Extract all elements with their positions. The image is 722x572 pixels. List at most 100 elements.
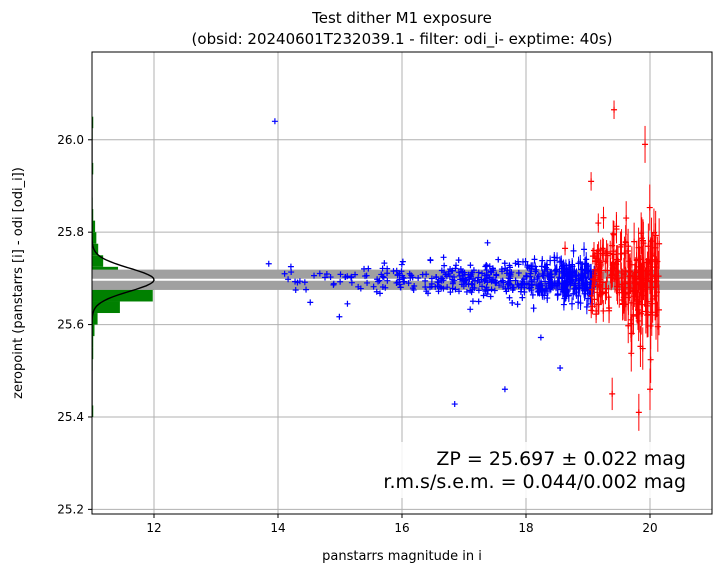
- data-point: [422, 277, 429, 284]
- data-point: [355, 283, 362, 290]
- data-point: [588, 292, 595, 299]
- data-point: [399, 272, 406, 279]
- data-point: [652, 232, 659, 239]
- data-point: [483, 262, 490, 269]
- data-point: [379, 265, 386, 272]
- data-point: [622, 284, 629, 291]
- data-point: [600, 247, 607, 254]
- data-point: [433, 274, 440, 281]
- histogram-bar: [92, 324, 95, 337]
- data-point: [438, 267, 445, 274]
- data-point: [496, 282, 503, 289]
- data-point: [625, 278, 632, 285]
- data-point: [394, 279, 401, 286]
- data-point: [479, 283, 486, 290]
- data-point: [467, 306, 474, 313]
- data-point: [376, 290, 383, 297]
- data-point: [544, 295, 551, 302]
- data-point: [507, 271, 514, 278]
- data-point: [518, 281, 525, 288]
- data-point: [546, 282, 553, 289]
- y-tick-label: 25.2: [57, 502, 84, 516]
- data-point: [533, 282, 540, 289]
- data-point: [565, 292, 572, 299]
- data-point: [482, 277, 489, 284]
- data-point: [467, 262, 474, 269]
- data-point: [589, 276, 596, 283]
- data-point: [512, 277, 519, 284]
- data-point: [337, 271, 344, 278]
- data-point: [294, 279, 301, 286]
- data-point: [452, 286, 459, 293]
- data-point: [399, 258, 406, 265]
- data-point: [370, 283, 377, 290]
- data-point: [287, 263, 294, 270]
- data-point: [506, 264, 513, 271]
- data-point: [434, 283, 441, 290]
- data-point: [509, 299, 516, 306]
- zp-annotation: ZP = 25.697 ± 0.022 mag: [436, 448, 686, 470]
- data-point: [495, 256, 502, 263]
- axis-ticks: 12 14 16 18 20 25.2 25.4 25.6 25.8 26.0: [57, 133, 657, 535]
- data-point: [631, 238, 638, 245]
- data-point: [600, 214, 607, 221]
- data-point: [384, 270, 391, 277]
- histogram-bar: [92, 232, 97, 244]
- data-point: [427, 256, 434, 263]
- data-point: [539, 292, 546, 299]
- data-point: [649, 295, 656, 302]
- data-point: [581, 246, 588, 253]
- data-point: [642, 141, 649, 148]
- data-point: [595, 278, 602, 285]
- y-tick-label: 25.8: [57, 225, 84, 239]
- data-point: [538, 282, 545, 289]
- histogram-bar: [92, 289, 153, 302]
- data-point: [628, 261, 635, 268]
- data-point: [638, 235, 645, 242]
- data-point: [617, 243, 624, 250]
- data-point: [453, 262, 460, 269]
- histogram-bar: [92, 255, 104, 267]
- data-point: [440, 254, 447, 261]
- data-point: [484, 239, 491, 246]
- data-point: [600, 307, 607, 314]
- data-point: [562, 245, 569, 252]
- data-point: [635, 269, 642, 276]
- data-point: [623, 215, 630, 222]
- histogram-bar: [92, 243, 99, 256]
- data-point: [583, 303, 590, 310]
- data-point: [493, 272, 500, 279]
- data-point: [397, 284, 404, 291]
- data-point: [531, 256, 538, 263]
- data-point: [638, 230, 645, 237]
- data-point: [363, 272, 370, 279]
- data-point: [647, 356, 654, 363]
- data-point: [581, 267, 588, 274]
- data-point: [530, 305, 537, 312]
- chart-title-line1: Test dither M1 exposure: [311, 9, 492, 27]
- data-point: [311, 272, 318, 279]
- data-point: [562, 281, 569, 288]
- data-point: [543, 285, 550, 292]
- data-point: [618, 283, 625, 290]
- data-point: [570, 290, 577, 297]
- data-point: [441, 262, 448, 269]
- data-point: [364, 279, 371, 286]
- data-point: [435, 279, 442, 286]
- data-point: [439, 275, 446, 282]
- data-point: [592, 266, 599, 273]
- chart-title-line2: (obsid: 20240601T232039.1 - filter: odi_…: [192, 30, 613, 49]
- gaussian-fit: [92, 117, 155, 417]
- data-point: [499, 268, 506, 275]
- data-point: [487, 293, 494, 300]
- data-point: [526, 273, 533, 280]
- data-point: [560, 270, 567, 277]
- data-point: [551, 267, 558, 274]
- data-point: [470, 267, 477, 274]
- data-point: [652, 264, 659, 271]
- data-point: [524, 264, 531, 271]
- data-point: [400, 278, 407, 285]
- data-point: [301, 279, 308, 286]
- data-point: [603, 248, 610, 255]
